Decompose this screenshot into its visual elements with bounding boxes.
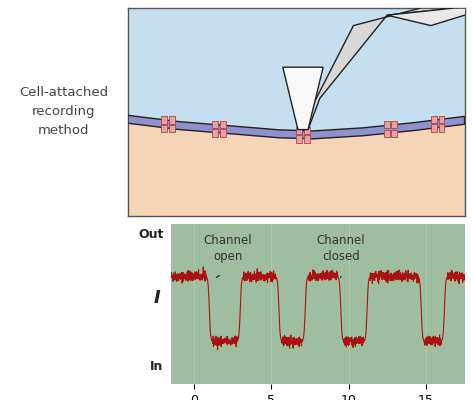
Bar [304,126,310,134]
Bar [296,126,302,134]
Polygon shape [128,115,465,139]
Bar [162,125,167,132]
Text: Cell-attached
recording
method: Cell-attached recording method [19,86,109,138]
Bar [220,121,226,128]
Bar [438,116,445,123]
Bar [169,116,175,124]
Bar [296,135,302,143]
Bar [392,130,397,137]
Bar [431,116,437,123]
Polygon shape [128,122,465,216]
Bar [304,135,310,143]
Bar [392,121,397,128]
Text: I: I [154,289,160,307]
Bar [212,121,218,128]
Bar [220,130,226,137]
Text: Out: Out [138,228,164,240]
Bar [162,116,167,124]
Polygon shape [387,8,474,26]
Bar [212,130,218,137]
Bar [431,124,437,132]
Polygon shape [303,8,455,130]
Bar [383,121,390,128]
Bar [383,130,390,137]
Polygon shape [283,67,323,130]
Bar [169,125,175,132]
Bar [438,124,445,132]
Text: Channel
open: Channel open [203,234,252,263]
Text: In: In [150,360,164,372]
Text: Channel
closed: Channel closed [317,234,365,263]
